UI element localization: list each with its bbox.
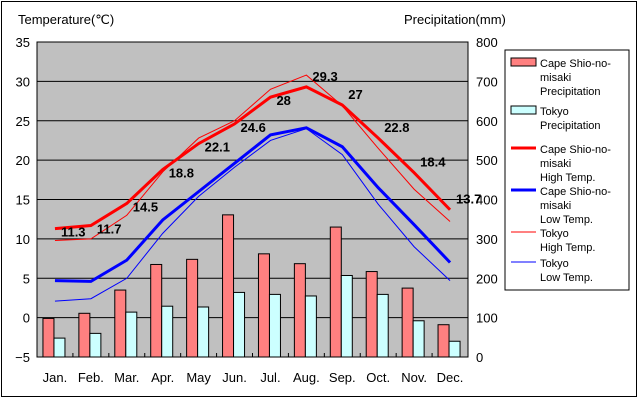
legend-label: Tokyo xyxy=(540,258,569,270)
bar-tokyo-precip xyxy=(53,337,66,358)
x-tick-label: Feb. xyxy=(78,370,104,385)
legend-label: Low Temp. xyxy=(540,272,593,284)
data-label: 22.8 xyxy=(384,120,409,135)
y-left-tick-label: 0 xyxy=(23,311,30,326)
bar-tokyo-precip xyxy=(89,332,102,358)
y-left-tick-label: 25 xyxy=(16,114,30,129)
legend-label: Cape Shio-no- xyxy=(540,144,611,156)
legend-label: misaki xyxy=(540,72,571,84)
bar-cape-precip xyxy=(437,324,450,358)
y-right-tick-label: 200 xyxy=(476,271,498,286)
y-right-label: Precipitation(mm) xyxy=(404,12,506,27)
data-label: 11.7 xyxy=(97,221,122,236)
data-label: 24.6 xyxy=(241,120,266,135)
line-tokyo-low-temp- xyxy=(54,128,451,302)
bar-cape-precip xyxy=(401,287,414,358)
legend-label: Precipitation xyxy=(540,86,601,98)
x-tick-label: Mar. xyxy=(114,370,139,385)
bar-tokyo-precip xyxy=(268,293,281,358)
y-right-tick-label: 100 xyxy=(476,311,498,326)
bar-tokyo-precip xyxy=(412,320,425,358)
y-left-tick-label: 5 xyxy=(23,271,30,286)
y-left-tick-label: 15 xyxy=(16,193,30,208)
legend-label: High Temp. xyxy=(540,172,595,184)
legend-label: misaki xyxy=(540,200,571,212)
line-cape-shio-no-misaki-low-temp- xyxy=(54,126,452,283)
bar-cape-precip xyxy=(114,289,127,358)
data-label: 13.7 xyxy=(456,192,481,207)
data-label: 11.3 xyxy=(61,225,86,240)
y-left-tick-label: 10 xyxy=(16,232,30,247)
line-cape-shio-no-misaki-high-temp- xyxy=(54,85,452,231)
legend-label: Tokyo xyxy=(540,228,569,240)
x-tick-label: Apr. xyxy=(151,370,174,385)
bar-cape-precip xyxy=(150,263,163,358)
legend-label: Precipitation xyxy=(540,120,601,132)
bar-cape-precip xyxy=(78,312,91,358)
y-left-tick-label: 30 xyxy=(16,74,30,89)
data-label: 14.5 xyxy=(133,199,158,214)
x-tick-label: Nov. xyxy=(401,370,427,385)
x-tick-label: Jun. xyxy=(222,370,247,385)
x-tick-label: Jul. xyxy=(260,370,280,385)
legend-swatch xyxy=(510,105,537,115)
legend-label: High Temp. xyxy=(540,242,595,254)
x-tick-label: May xyxy=(186,370,211,385)
bar-cape-precip xyxy=(42,317,55,358)
bar-cape-precip xyxy=(329,226,342,358)
y-left-tick-label: 20 xyxy=(16,153,30,168)
bar-cape-precip xyxy=(186,258,199,358)
y-right-tick-label: 500 xyxy=(476,153,498,168)
bar-tokyo-precip xyxy=(376,293,389,358)
line-tokyo-high-temp- xyxy=(54,74,451,241)
bar-cape-precip xyxy=(257,253,270,358)
legend-label: Cape Shio-no- xyxy=(540,58,611,70)
y-left-tick-label: 35 xyxy=(16,35,30,50)
y-right-tick-label: 0 xyxy=(476,350,483,365)
bar-tokyo-precip xyxy=(448,340,461,358)
data-label: 22.1 xyxy=(205,140,230,155)
bar-tokyo-precip xyxy=(125,311,138,358)
y-left-tick-label: −5 xyxy=(15,350,30,365)
x-tick-label: Oct. xyxy=(366,370,390,385)
x-tick-label: Dec. xyxy=(437,370,464,385)
y-right-tick-label: 400 xyxy=(476,193,498,208)
x-tick-label: Jan. xyxy=(43,370,68,385)
bar-tokyo-precip xyxy=(161,305,174,358)
legend-swatch xyxy=(510,57,537,67)
data-label: 29.3 xyxy=(312,69,337,84)
x-tick-label: Aug. xyxy=(293,370,320,385)
y-right-tick-label: 300 xyxy=(476,232,498,247)
legend-label: Tokyo xyxy=(540,106,569,118)
y-left-label: Temperature(℃) xyxy=(18,12,114,27)
legend-label: Low Temp. xyxy=(540,214,593,226)
bar-tokyo-precip xyxy=(233,291,246,358)
data-label: 18.8 xyxy=(169,166,194,181)
y-right-tick-label: 800 xyxy=(476,35,498,50)
bar-cape-precip xyxy=(222,214,235,358)
y-right-tick-label: 600 xyxy=(476,114,498,129)
legend-label: misaki xyxy=(540,158,571,170)
data-label: 18.4 xyxy=(420,155,446,170)
legend: Cape Shio-no-misaki Precipitation Tokyo P… xyxy=(504,49,630,291)
legend-label: Cape Shio-no- xyxy=(540,186,611,198)
bar-tokyo-precip xyxy=(340,274,353,358)
bar-cape-precip xyxy=(293,263,306,358)
y-right-tick-label: 700 xyxy=(476,74,498,89)
bar-tokyo-precip xyxy=(304,295,317,358)
data-label: 27 xyxy=(348,87,362,102)
bar-cape-precip xyxy=(365,271,378,358)
x-tick-label: Sep. xyxy=(329,370,356,385)
bar-tokyo-precip xyxy=(197,306,210,358)
data-label: 28 xyxy=(276,93,290,108)
